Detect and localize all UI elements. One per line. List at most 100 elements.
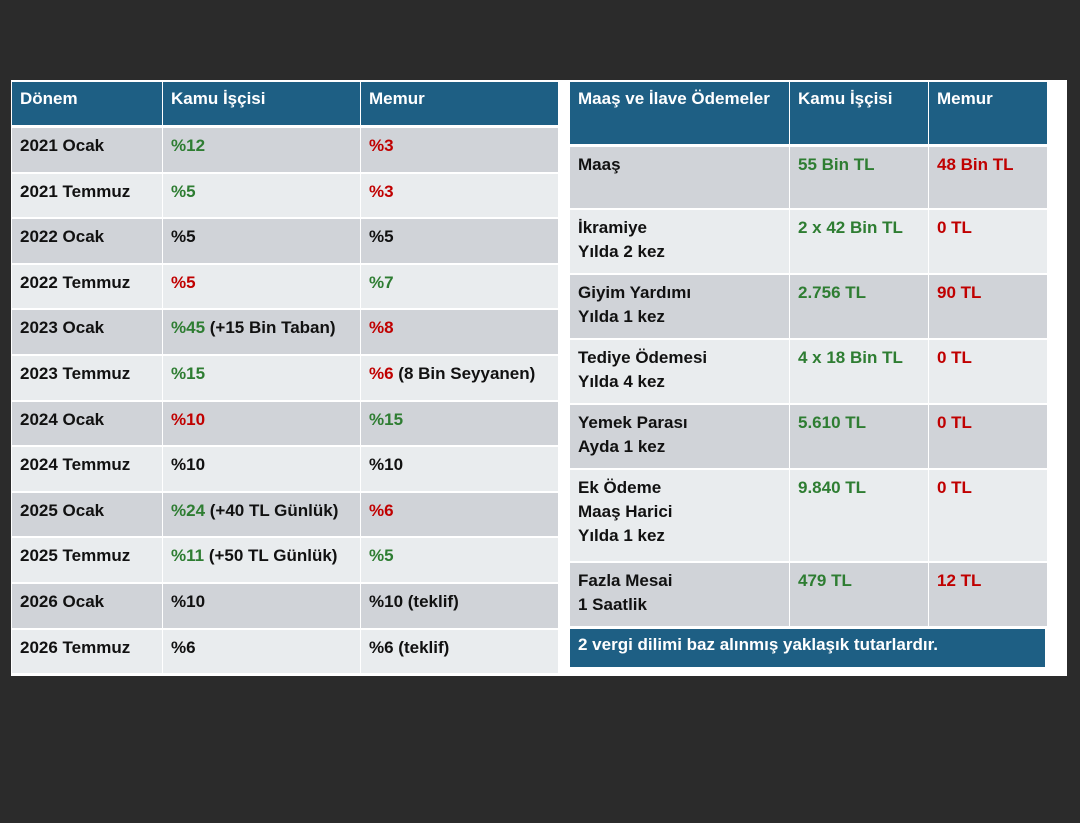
period-cell: 2024 Ocak [12,401,163,448]
worker-rate: %10 [171,455,206,475]
table-row: Fazla Mesai 1 Saatlik 479 TL 12 TL [570,563,1048,628]
payment-type-cell: İkramiye Yılda 2 kez [570,210,790,275]
worker-amount: 2 x 42 Bin TL [798,218,903,237]
raise-comparison-table: Dönem Kamu İşçisi Memur 2021 Ocak %12 %3 20… [12,82,559,676]
header-payment-type-label: Maaş ve İlave Ödemeler [578,89,770,108]
officer-cell: %5 [361,219,559,265]
officer-cell: %6 (teklif) [361,629,559,676]
officer-cell: %6 [361,492,559,539]
worker-amount: 9.840 TL [798,478,867,497]
officer-cell: %15 [361,401,559,448]
period-cell: 2022 Temmuz [12,264,163,311]
worker-cell: 2 x 42 Bin TL [790,210,929,275]
officer-rate: %3 [369,136,394,155]
officer-rate: %8 [369,318,394,338]
worker-rate: %5 [171,227,196,247]
period-value: 2026 Ocak [20,591,105,611]
payment-type-cell: Maaş [570,147,790,210]
table-row: Giyim Yardımı Yılda 1 kez 2.756 TL 90 TL [570,275,1048,340]
table-row: 2023 Ocak %45 (+15 Bin Taban) %8 [12,310,559,356]
period-value: 2021 Ocak [20,136,105,155]
payment-type-cell: Yemek Parası Ayda 1 kez [570,405,790,470]
payment-label-line: Yılda 4 kez [578,372,665,391]
table-row: 2025 Ocak %24 (+40 TL Günlük) %6 [12,492,559,539]
period-cell: 2024 Temmuz [12,447,163,493]
worker-cell: %10 [163,583,361,630]
worker-cell: %45 (+15 Bin Taban) [163,310,361,356]
payment-label-line: Yılda 1 kez [578,307,665,326]
table-row: 2022 Temmuz %5 %7 [12,264,559,311]
table-row: 2024 Temmuz %10 %10 [12,447,559,493]
payment-type-cell: Tediye Ödemesi Yılda 4 kez [570,340,790,405]
officer-rate: %10 (teklif) [369,591,459,611]
table-row: Maaş 55 Bin TL 48 Bin TL [570,147,1048,210]
worker-cell: %5 [163,173,361,220]
period-value: 2024 Ocak [20,409,105,429]
worker-cell: 479 TL [790,563,929,628]
period-value: 2021 Temmuz [20,181,131,201]
officer-cell: %3 [361,128,559,174]
payment-label-line: Giyim Yardımı [578,283,692,302]
period-value: 2025 Temmuz [20,546,131,566]
payment-label-line: Yılda 1 kez [578,526,665,545]
period-value: 2025 Ocak [20,500,105,520]
officer-rate: %15 [369,409,404,429]
period-value: 2024 Temmuz [20,455,131,475]
payment-label-line: 1 Saatlik [578,595,647,614]
footnote: 2 vergi dilimi baz alınmış yaklaşık tuta… [570,629,1045,667]
table-header-row: Dönem Kamu İşçisi Memur [12,82,559,128]
header-public-worker: Kamu İşçisi [163,82,361,128]
payment-label-line: Yemek Parası [578,413,688,432]
table-header-row: Maaş ve İlave Ödemeler Kamu İşçisi Memur [570,82,1048,147]
worker-cell: %11 (+50 TL Günlük) [163,538,361,584]
worker-amount: 5.610 TL [798,413,867,432]
period-cell: 2021 Ocak [12,128,163,174]
payment-type-cell: Ek Ödeme Maaş Harici Yılda 1 kez [570,470,790,563]
worker-rate: %11 [171,546,205,566]
payment-label-line: İkramiye [578,218,647,237]
period-value: 2022 Temmuz [20,272,131,292]
officer-extra: (8 Bin Seyyanen) [393,363,536,383]
worker-cell: 9.840 TL [790,470,929,563]
worker-cell: %12 [163,128,361,174]
officer-rate: %6 (teklif) [369,637,450,657]
payment-type-cell: Fazla Mesai 1 Saatlik [570,563,790,628]
worker-rate: %5 [171,181,196,201]
officer-amount: 48 Bin TL [937,155,1014,174]
header-civil-servant: Memur [929,82,1048,147]
officer-cell: 90 TL [929,275,1048,340]
period-cell: 2022 Ocak [12,219,163,265]
officer-amount: 90 TL [937,283,982,302]
payment-label-line: Tediye Ödemesi [578,348,708,367]
payment-label-line: Ayda 1 kez [578,437,666,456]
officer-amount: 12 TL [937,571,982,590]
table-row: 2023 Temmuz %15 %6 (8 Bin Seyyanen) [12,355,559,402]
worker-amount: 55 Bin TL [798,155,875,174]
table-row: Ek Ödeme Maaş Harici Yılda 1 kez 9.840 TL 0 … [570,470,1048,563]
officer-cell: %6 (8 Bin Seyyanen) [361,355,559,402]
period-cell: 2023 Ocak [12,310,163,356]
worker-cell: 5.610 TL [790,405,929,470]
worker-rate: %5 [171,272,196,292]
officer-rate: %5 [369,227,394,247]
officer-cell: 0 TL [929,405,1048,470]
officer-rate: %5 [369,546,394,566]
period-value: 2023 Ocak [20,318,105,338]
worker-cell: 4 x 18 Bin TL [790,340,929,405]
worker-rate: %12 [171,136,206,155]
officer-amount: 0 TL [937,218,972,237]
table-row: 2024 Ocak %10 %15 [12,401,559,448]
table-row: 2025 Temmuz %11 (+50 TL Günlük) %5 [12,538,559,584]
worker-cell: %15 [163,355,361,402]
officer-amount: 0 TL [937,413,972,432]
officer-cell: 0 TL [929,340,1048,405]
period-cell: 2025 Ocak [12,492,163,539]
worker-extra: (+50 TL Günlük) [204,546,338,566]
table-row: Tediye Ödemesi Yılda 4 kez 4 x 18 Bin TL 0 … [570,340,1048,405]
table-row: 2022 Ocak %5 %5 [12,219,559,265]
payment-label-line: Maaş [578,155,621,174]
worker-amount: 2.756 TL [798,283,867,302]
worker-amount: 479 TL [798,571,852,590]
worker-cell: 2.756 TL [790,275,929,340]
worker-cell: %10 [163,401,361,448]
